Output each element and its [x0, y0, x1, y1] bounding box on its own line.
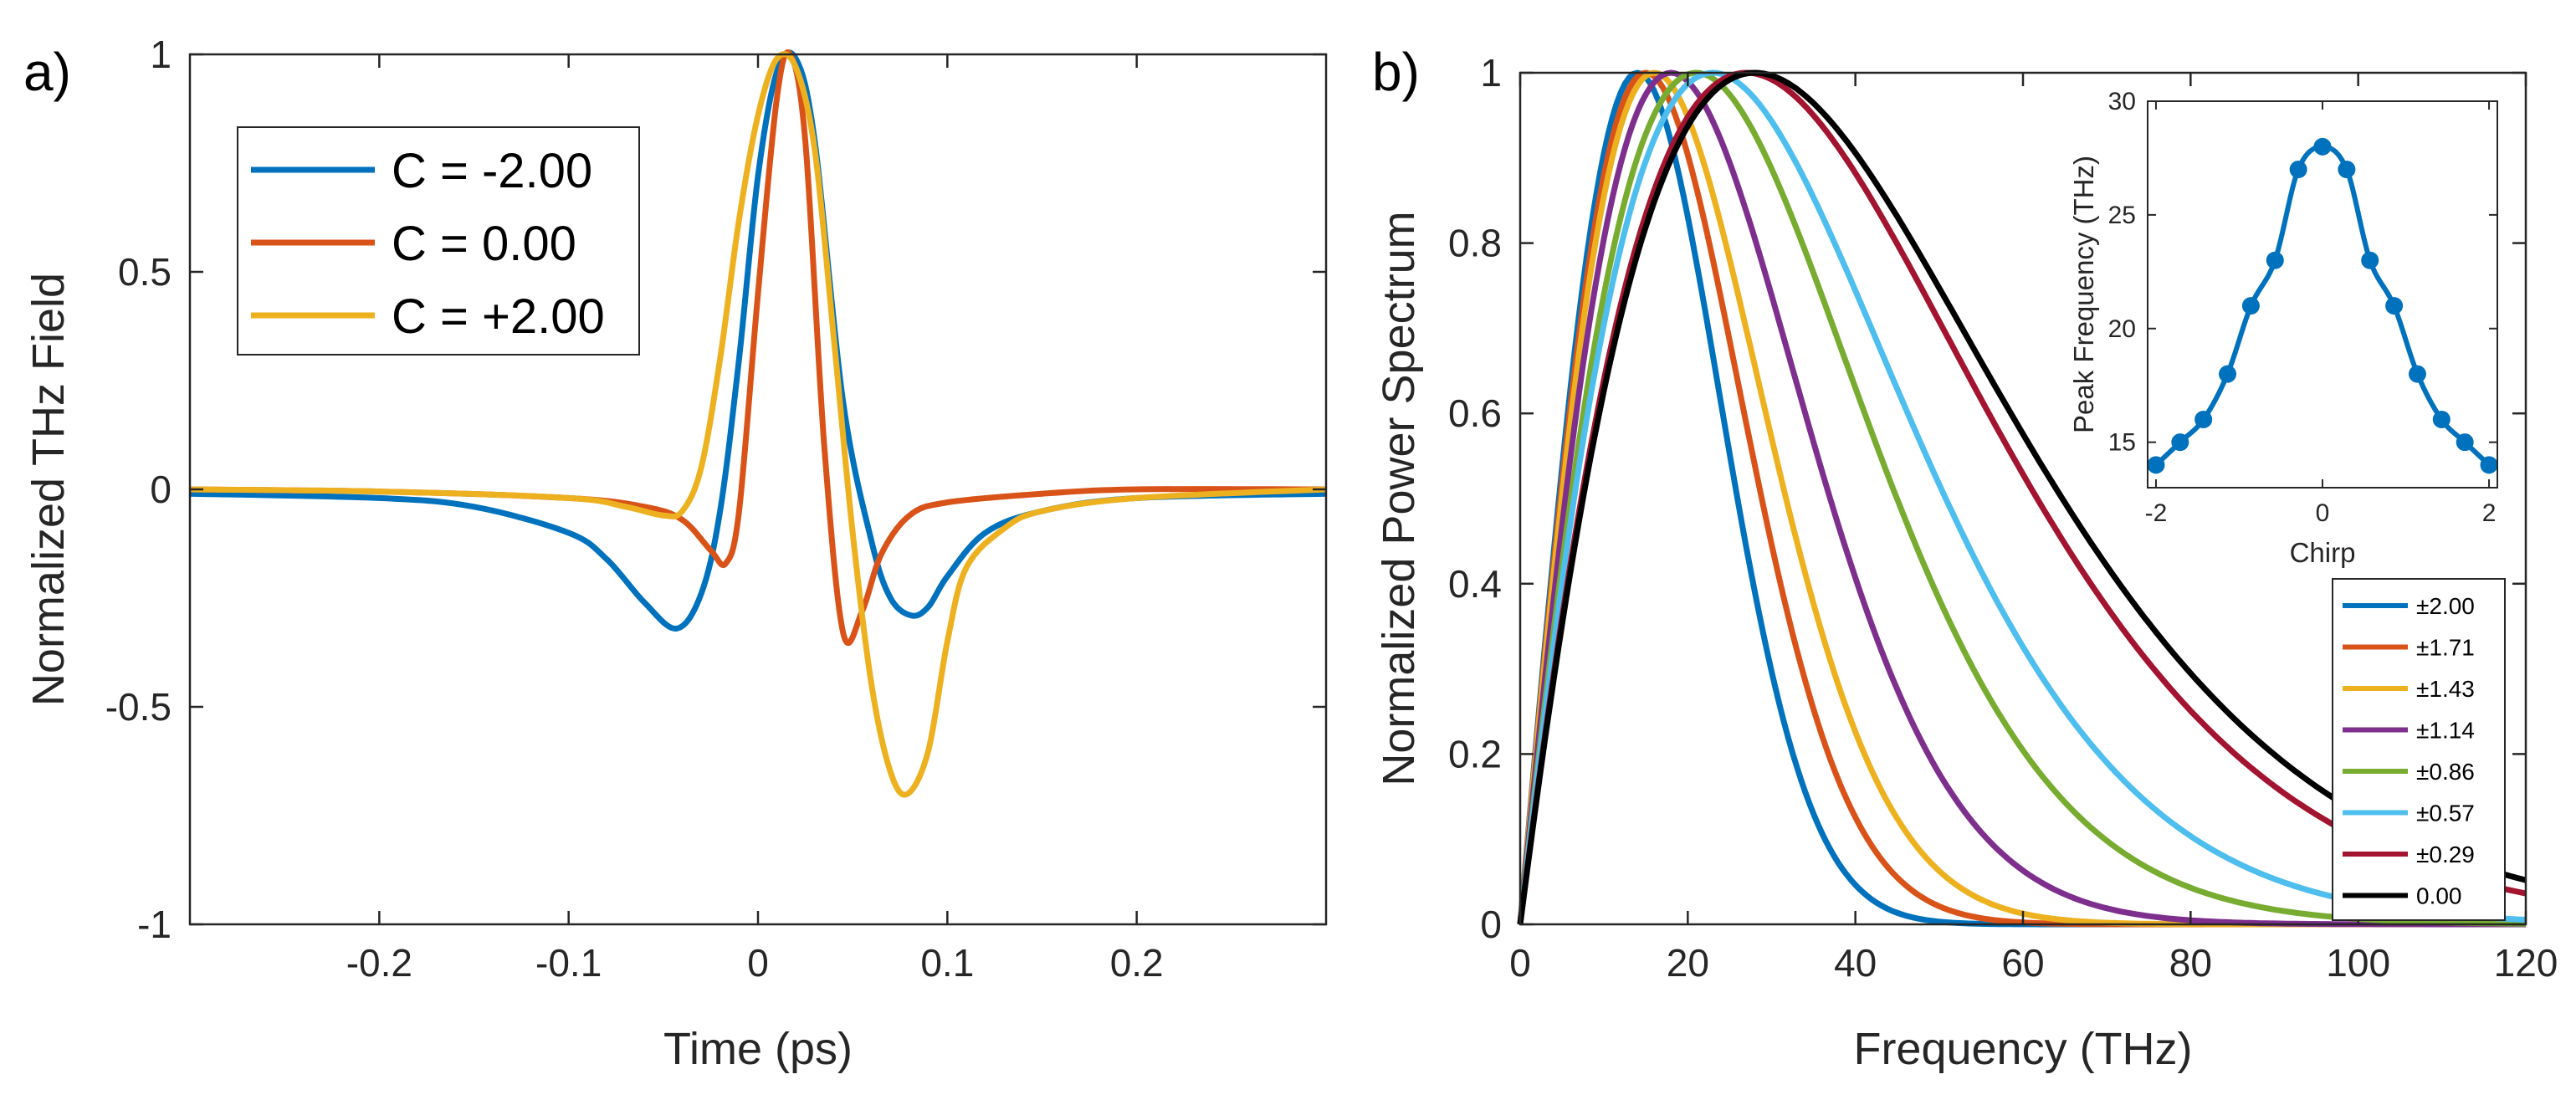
y-tick-label-b: 0	[1480, 903, 1502, 946]
inset-data-point	[2171, 433, 2189, 452]
x-tick-label-a: -0.1	[535, 941, 602, 985]
inset-data-point	[2456, 433, 2474, 452]
x-tick-label-b: 120	[2494, 941, 2558, 985]
a-yticks: -1 -0.5 0 0.5 1	[105, 33, 1326, 946]
panel-label-a: a)	[23, 42, 71, 102]
x-tick-label-b: 20	[1667, 941, 1709, 985]
y-tick-label-a: -0.5	[105, 685, 172, 729]
inset-y-tick-label: 30	[2108, 88, 2136, 115]
inset-data-point	[2432, 410, 2451, 428]
legend-label-b-3: ±1.14	[2416, 718, 2475, 744]
inset-data-point	[2194, 410, 2213, 428]
y-tick-label-a: 0	[150, 468, 172, 511]
y-tick-label-a: 1	[150, 33, 172, 76]
y-tick-label-b: 0.8	[1448, 222, 1502, 265]
x-axis-label-b: Frequency (THz)	[1853, 1024, 2192, 1074]
x-tick-label-b: 0	[1509, 941, 1531, 985]
x-tick-label-a: 0.2	[1110, 941, 1164, 985]
legend-label-c-0: C = 0.00	[392, 217, 576, 271]
legend-label-b-2: ±1.43	[2416, 676, 2475, 702]
inset-data-point	[2338, 161, 2356, 179]
inset-x-tick-label: -2	[2145, 499, 2168, 527]
inset-y-tick-label: 15	[2108, 429, 2136, 457]
legend-label-b-0: ±2.00	[2416, 593, 2475, 619]
inset-data-point	[2361, 251, 2379, 269]
inset-data-point	[2266, 251, 2284, 269]
x-tick-label-b: 100	[2326, 941, 2390, 985]
x-tick-label-a: 0.1	[920, 941, 974, 985]
inset-data-point	[2480, 456, 2498, 474]
inset-data-point	[2313, 137, 2332, 156]
x-tick-label-b: 60	[2001, 941, 2044, 985]
panel-b: b) 0 20 40 60 80 100 120 00.20.40.60.81 Freque…	[1372, 42, 2558, 1074]
legend-label-b-1: ±1.71	[2416, 635, 2475, 661]
legend-label-b-4: ±0.86	[2416, 759, 2475, 785]
x-tick-label-b: 80	[2169, 941, 2212, 985]
inset-lines	[2147, 137, 2498, 474]
x-tick-label-a: -0.2	[346, 941, 412, 985]
y-tick-label-b: 1	[1480, 51, 1502, 95]
legend-label-b-5: ±0.57	[2416, 801, 2475, 826]
a-xticks: -0.2 -0.1 0 0.1 0.2	[346, 54, 1164, 985]
inset-data-point	[2219, 365, 2237, 383]
legend-box-b	[2332, 578, 2506, 921]
y-tick-label-b: 0.2	[1448, 732, 1502, 775]
inset-y-tick-label: 20	[2108, 315, 2136, 343]
inset-x-tick-label: 2	[2482, 499, 2497, 527]
b-yticks: 0 0.2 0.4 0.6 0.8 1	[1448, 51, 2526, 946]
inset-y-axis-label: Peak Frequency (THz)	[2068, 156, 2099, 433]
inset-xticks: -2 0 2	[2145, 101, 2497, 527]
inset-data-point	[2289, 161, 2307, 179]
inset-data-point	[2147, 456, 2165, 474]
legend-a: C = -2.00 C = 0.00 C = +2.00	[237, 126, 640, 356]
inset-chart: -2 0 2 15 20 25 30 Chirp Peak Frequency (THz)	[2068, 88, 2498, 568]
y-tick-label-a: -1	[137, 903, 172, 946]
inset-x-axis-label: Chirp	[2290, 537, 2356, 568]
panel-label-b: b)	[1372, 42, 1420, 102]
x-tick-label-a: 0	[747, 941, 769, 985]
legend-label-b-7: 0.00	[2416, 883, 2462, 909]
y-tick-label-b: 0.6	[1448, 391, 1502, 435]
legend-label-c-pos2: C = +2.00	[392, 289, 605, 344]
legend-b: ±2.00 ±1.71 ±1.43 ±1.14 ±0.86 ±0.57 ±0.29 0.00	[2332, 578, 2506, 921]
legend-label-c-neg2: C = -2.00	[392, 144, 592, 198]
inset-yticks: 15 20 25 30	[2108, 88, 2497, 457]
series-line-a-2	[189, 51, 1327, 798]
inset-x-tick-label: 0	[2316, 499, 2330, 527]
y-axis-label-b: Normalized Power Spectrum	[1374, 211, 1424, 785]
y-tick-label-a: 0.5	[118, 250, 172, 294]
x-axis-label-a: Time (ps)	[663, 1024, 853, 1074]
a-lines	[189, 49, 1327, 798]
y-axis-label-a: Normalized THz Field	[23, 273, 74, 706]
inset-data-point	[2241, 297, 2260, 315]
inset-y-tick-label: 25	[2108, 202, 2136, 229]
inset-data-point	[2385, 297, 2404, 315]
legend-label-b-6: ±0.29	[2416, 842, 2475, 867]
inset-data-point	[2408, 365, 2426, 383]
inset-plot-area	[2148, 101, 2497, 488]
panel-a: a) -0.2 -0.1 0 0.1 0.2 -1 -0.5 0 0.5 1 Time (ps)…	[23, 33, 1328, 1074]
b-xticks: 0 20 40 60 80 100 120	[1509, 73, 2558, 985]
legend-items-b: ±2.00 ±1.71 ±1.43 ±1.14 ±0.86 ±0.57 ±0.29 0.00	[2343, 593, 2475, 909]
x-tick-label-b: 40	[1834, 941, 1877, 985]
y-tick-label-b: 0.4	[1448, 562, 1502, 606]
